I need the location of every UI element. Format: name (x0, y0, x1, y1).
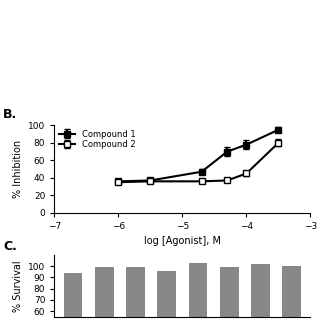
Bar (189, 263, 207, 320)
Bar (251, 264, 270, 320)
Bar (157, 271, 176, 320)
Bar (126, 267, 145, 320)
Bar (220, 267, 239, 320)
Bar (95, 267, 114, 320)
Legend: Compound 1, Compound 2: Compound 1, Compound 2 (59, 130, 136, 149)
Bar (64, 273, 83, 320)
Text: C.: C. (3, 240, 17, 253)
Y-axis label: % Inhibition: % Inhibition (12, 140, 23, 198)
X-axis label: log [Agonist], M: log [Agonist], M (144, 236, 221, 246)
Y-axis label: % Survival: % Survival (12, 260, 23, 312)
Bar (282, 266, 301, 320)
Text: B.: B. (3, 108, 18, 121)
